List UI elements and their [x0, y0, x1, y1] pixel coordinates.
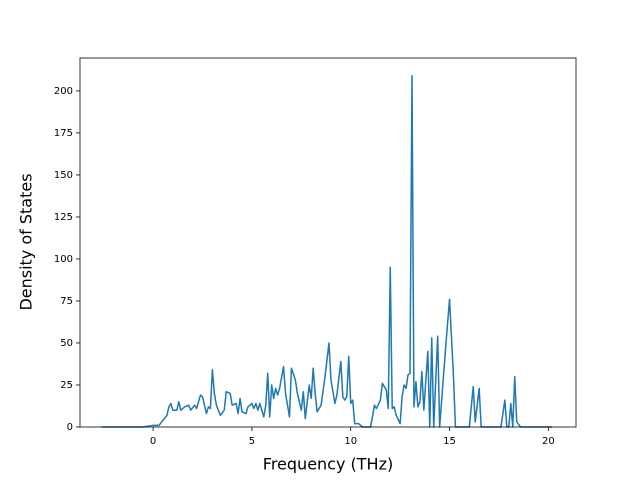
y-axis-label: Density of States	[17, 173, 36, 310]
y-tick-label: 100	[54, 254, 73, 265]
x-tick-label: 5	[249, 436, 255, 447]
y-tick-label: 75	[60, 296, 73, 307]
y-tick-label: 25	[60, 380, 73, 391]
y-tick-label: 50	[60, 338, 73, 349]
y-tick-label: 200	[54, 86, 73, 97]
x-tick-label: 0	[150, 436, 156, 447]
x-tick-label: 20	[542, 436, 555, 447]
y-tick-label: 0	[67, 422, 73, 433]
y-tick-label: 125	[54, 212, 73, 223]
x-axis-label: Frequency (THz)	[263, 455, 393, 474]
plot-frame	[79, 57, 577, 428]
y-tick-label: 150	[54, 170, 73, 181]
density-line	[101, 75, 553, 428]
y-tick-label: 175	[54, 128, 73, 139]
x-tick-label: 10	[344, 436, 357, 447]
x-tick-label: 15	[443, 436, 456, 447]
